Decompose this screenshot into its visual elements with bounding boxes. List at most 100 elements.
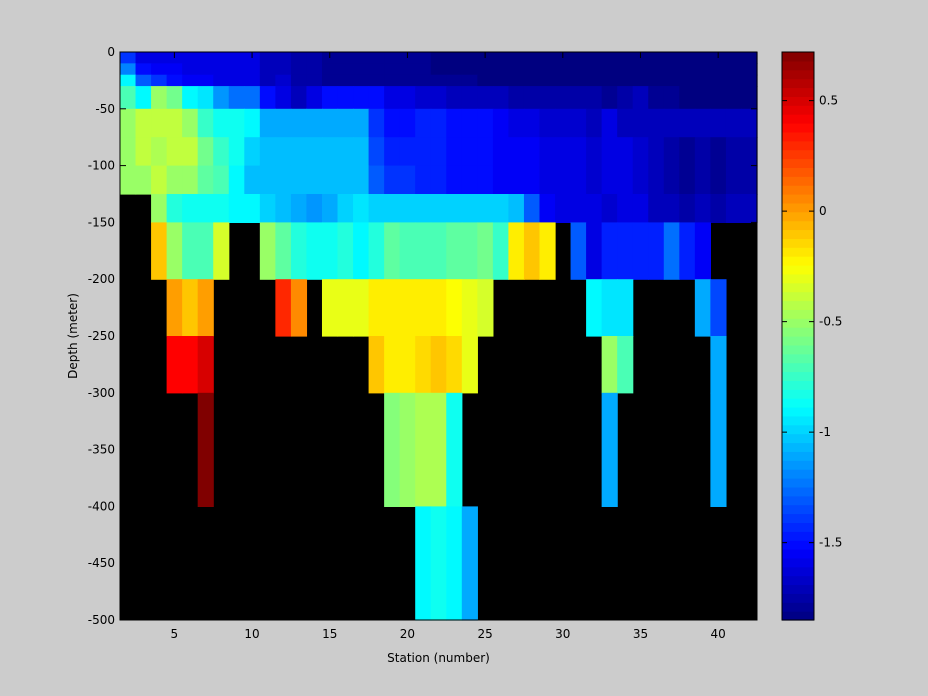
colorbar-segment — [782, 202, 814, 213]
colorbar-segment — [782, 265, 814, 275]
heatmap-cell — [477, 74, 494, 87]
heatmap-cell — [384, 52, 401, 64]
heatmap-cell — [337, 86, 354, 110]
heatmap-cell — [197, 108, 214, 138]
heatmap-cell — [384, 63, 401, 76]
colorbar-segment — [782, 513, 814, 523]
heatmap-cell — [648, 222, 665, 280]
x-tick-label: 15 — [322, 627, 337, 641]
heatmap-cell — [648, 165, 665, 195]
heatmap-cell — [492, 63, 510, 76]
heatmap-cell — [182, 108, 199, 138]
colorbar-segment — [782, 407, 814, 417]
heatmap-cell — [539, 165, 556, 195]
heatmap-cell — [694, 74, 711, 87]
heatmap-cell — [306, 194, 323, 223]
heatmap-cell — [617, 52, 634, 64]
heatmap-cell — [182, 165, 199, 195]
heatmap-cell — [601, 336, 618, 394]
colorbar-segment — [782, 344, 814, 355]
heatmap-cell — [290, 137, 308, 167]
colorbar-segment — [782, 540, 814, 550]
y-tick-label: -250 — [88, 329, 115, 343]
colorbar-segment — [782, 105, 814, 115]
heatmap-cell — [384, 108, 401, 138]
y-tick-label: -150 — [88, 215, 115, 229]
heatmap-cell — [399, 74, 416, 87]
heatmap-cell — [694, 279, 711, 337]
heatmap-cell — [617, 137, 634, 167]
heatmap-cell — [337, 52, 354, 64]
x-tick-label: 5 — [171, 627, 179, 641]
heatmap-cell — [446, 336, 463, 394]
heatmap-cell — [182, 222, 199, 280]
heatmap-cell — [632, 86, 649, 110]
heatmap-cell — [492, 137, 510, 167]
heatmap-cell — [368, 279, 385, 337]
heatmap-cell — [648, 137, 665, 167]
colorbar-segment — [782, 194, 814, 204]
y-tick-label: -300 — [88, 386, 115, 400]
heatmap-cell — [586, 52, 603, 64]
heatmap-cell — [135, 52, 152, 64]
heatmap-cell — [508, 222, 525, 280]
heatmap-cell — [725, 165, 743, 195]
heatmap-cell — [228, 63, 245, 76]
heatmap-cell — [741, 194, 758, 223]
heatmap-cell — [259, 74, 276, 87]
heatmap-cell — [337, 222, 354, 280]
heatmap-cell — [539, 86, 556, 110]
heatmap-cell — [663, 194, 680, 223]
heatmap-cell — [353, 63, 370, 76]
heatmap-cell — [601, 63, 618, 76]
heatmap-cell — [632, 74, 649, 87]
colorbar-segment — [782, 584, 814, 594]
heatmap-cell — [415, 108, 432, 138]
heatmap-cell — [368, 222, 385, 280]
heatmap-cell — [384, 86, 401, 110]
heatmap-cell — [244, 165, 261, 195]
colorbar-segment — [782, 318, 814, 328]
heatmap-cell — [166, 108, 183, 138]
heatmap-cell — [415, 52, 432, 64]
heatmap-cell — [617, 222, 634, 280]
heatmap-cell — [120, 86, 137, 110]
heatmap-cell — [446, 506, 463, 621]
heatmap-cell — [710, 86, 727, 110]
heatmap-cell — [399, 194, 416, 223]
colorbar-segment — [782, 176, 814, 186]
heatmap-cell — [555, 86, 572, 110]
heatmap-cell — [694, 52, 711, 64]
colorbar-segment — [782, 282, 814, 293]
heatmap-cell — [601, 108, 618, 138]
colorbar-segment — [782, 362, 814, 373]
heatmap-cell — [741, 63, 758, 76]
heatmap-cell — [446, 194, 463, 223]
heatmap-cell — [197, 165, 214, 195]
heatmap-cell — [663, 108, 680, 138]
heatmap-cell — [539, 137, 556, 167]
heatmap-cell — [415, 74, 432, 87]
heatmap-cell — [151, 63, 168, 76]
heatmap-cell — [679, 194, 696, 223]
heatmap-cell — [415, 336, 432, 394]
heatmap-cell — [290, 86, 308, 110]
heatmap-cell — [446, 392, 463, 507]
heatmap-cell — [461, 506, 478, 621]
heatmap-cell — [182, 52, 199, 64]
heatmap-cell — [741, 108, 758, 138]
colorbar-segment — [782, 504, 814, 515]
heatmap-cell — [523, 52, 541, 64]
heatmap-cell — [337, 279, 354, 337]
heatmap-cell — [477, 86, 494, 110]
heatmap-cell — [741, 165, 758, 195]
heatmap-cell — [228, 108, 245, 138]
heatmap-cell — [523, 137, 541, 167]
heatmap-cell — [570, 222, 587, 280]
heatmap-cell — [679, 86, 696, 110]
heatmap-cell — [275, 222, 292, 280]
heatmap-cell — [321, 222, 339, 280]
heatmap-cell — [321, 194, 339, 223]
heatmap-cell — [213, 74, 230, 87]
y-axis-label: Depth (meter) — [66, 293, 80, 379]
